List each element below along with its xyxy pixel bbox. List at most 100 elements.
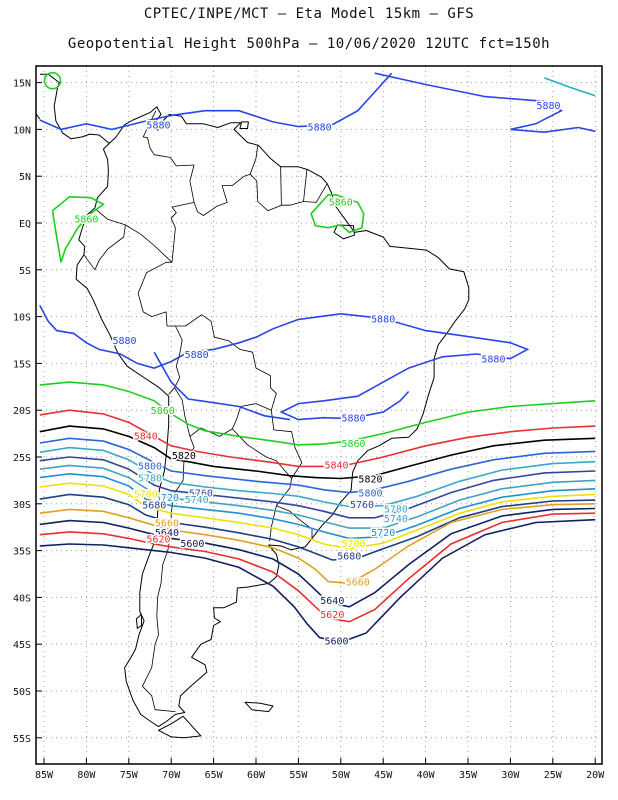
contour-label: 5680 — [337, 551, 361, 562]
contour-label: 5600 — [180, 539, 204, 550]
south-america-coast — [75, 106, 470, 728]
lat-label: 10N — [13, 125, 31, 136]
lat-label: 30S — [13, 500, 31, 511]
lon-label: 60W — [247, 770, 266, 781]
lon-label: 65W — [205, 770, 224, 781]
contour-label: 5860 — [151, 406, 175, 417]
contour-label: 5860 — [74, 214, 98, 225]
contour-5820 — [39, 425, 596, 480]
lat-label: EQ — [19, 219, 31, 230]
contour-label: 5680 — [142, 501, 166, 512]
marajo-island — [333, 224, 355, 240]
lat-label: 5S — [19, 266, 31, 277]
contour-label: 5660 — [346, 577, 370, 588]
contour-label: 5860 — [341, 439, 365, 450]
lat-label: 10S — [13, 313, 31, 324]
country-border — [281, 169, 308, 206]
lon-label: 40W — [417, 770, 436, 781]
contour-5880 — [39, 72, 393, 131]
lat-label: 40S — [13, 593, 31, 604]
lon-label: 75W — [120, 770, 139, 781]
plot-frame — [35, 65, 603, 765]
falkland-islands — [244, 701, 274, 713]
contour-label: 5660 — [155, 519, 179, 530]
lon-label: 30W — [501, 770, 520, 781]
contour-5640 — [39, 507, 596, 608]
country-border — [137, 261, 183, 395]
country-border — [303, 183, 328, 203]
contour-label: 5780 — [138, 474, 162, 485]
lat-label: 15N — [13, 79, 31, 90]
contour-label: 5780 — [384, 504, 408, 515]
contour-label: 5640 — [320, 596, 344, 607]
contour-label: 5800 — [358, 489, 382, 500]
contour-label: 5640 — [155, 528, 179, 539]
contour-5860 — [51, 195, 105, 263]
contour-5620 — [39, 512, 596, 623]
contour-5660 — [39, 503, 596, 585]
lon-label: 20W — [586, 770, 605, 781]
contour-label: 5740 — [185, 495, 209, 506]
lon-label: 45W — [374, 770, 393, 781]
country-border — [189, 145, 259, 216]
contour-label: 5700 — [134, 490, 158, 501]
contour-5720 — [39, 472, 596, 540]
lon-label: 55W — [289, 770, 308, 781]
coastline-borders — [36, 73, 470, 739]
contour-label: 5880 — [113, 336, 137, 347]
country-border — [270, 410, 303, 463]
chiloe-island — [135, 613, 142, 629]
lon-label: 50W — [332, 770, 351, 781]
height-contours — [39, 71, 596, 644]
country-border — [142, 110, 195, 167]
lat-lon-grid — [36, 66, 602, 764]
contour-5840 — [39, 409, 596, 468]
lat-label: 35S — [13, 547, 31, 558]
contour-5800 — [39, 437, 596, 494]
country-border — [276, 505, 313, 539]
contour-5880 — [374, 72, 596, 134]
lon-label: 80W — [77, 770, 96, 781]
contour-label: 5600 — [325, 636, 349, 647]
lon-label: 25W — [544, 770, 563, 781]
contour-label: 5720 — [371, 528, 395, 539]
contour-label: 5880 — [537, 101, 561, 112]
contour-5860 — [310, 194, 365, 234]
contour-label: 5620 — [320, 610, 344, 621]
country-border — [170, 206, 177, 263]
contour-label: 5860 — [329, 197, 353, 208]
contour-label: 5880 — [185, 350, 209, 361]
contour-5880 — [153, 351, 291, 421]
central-america-coast — [39, 73, 110, 144]
contour-label: 5720 — [155, 493, 179, 504]
contour-label: 5880 — [341, 414, 365, 425]
lat-label: 50S — [13, 687, 31, 698]
contour-label: 5840 — [325, 460, 349, 471]
lon-label: 85W — [35, 770, 54, 781]
contour-5880 — [39, 305, 530, 421]
tierra-del-fuego — [158, 715, 202, 739]
contour-label: 5700 — [341, 539, 365, 550]
lat-label: 55S — [13, 734, 31, 745]
contour-5780 — [39, 446, 596, 508]
contour-5700 — [39, 482, 596, 550]
contour-label: 5740 — [384, 514, 408, 525]
contour-label: 5760 — [350, 500, 374, 511]
country-border — [142, 436, 195, 712]
contour-label: 5880 — [308, 123, 332, 134]
contour-5760 — [39, 456, 596, 519]
country-border — [96, 209, 173, 263]
central-america-pacific-coast — [36, 112, 41, 120]
contour-label: 5820 — [358, 475, 382, 486]
lat-label: 25S — [13, 453, 31, 464]
contour-label: 5880 — [371, 314, 395, 325]
lon-label: 70W — [162, 770, 181, 781]
contour-label: 5760 — [189, 489, 213, 500]
contour-label: 5800 — [138, 461, 162, 472]
contour-5680 — [39, 493, 596, 561]
country-border — [175, 314, 277, 411]
trinidad-island — [239, 121, 249, 129]
contour-labels: 5880 5880 5880 5860 5860 5880 5880 5880 5880 5880… — [73, 100, 562, 649]
contour-5740 — [39, 464, 596, 529]
